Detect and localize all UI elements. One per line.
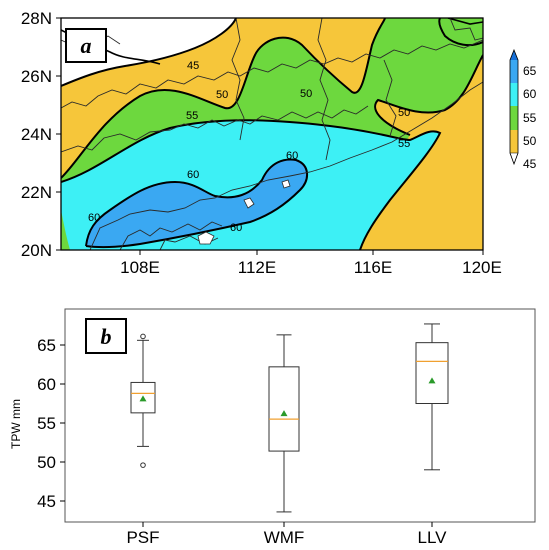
colorbar-segment: [510, 106, 518, 130]
colorbar-label: 50: [523, 134, 537, 148]
colorbar-label: 45: [523, 157, 537, 171]
panel-a-label-box: a: [65, 28, 107, 63]
islands: [197, 179, 291, 245]
lon-tick-label: 116E: [354, 258, 392, 277]
lon-tick-label: 120E: [462, 258, 502, 277]
contour-label: 55: [186, 110, 198, 122]
colorbar-segment: [510, 83, 518, 106]
outlier-point: [140, 462, 146, 468]
lat-tick-label: 26N: [21, 67, 52, 86]
y-tick-label: 65: [37, 336, 56, 355]
island: [197, 231, 215, 245]
map-panel: 45 50 50 50 55 55 60 60 60 60 a 20N 22N …: [21, 9, 537, 277]
lat-tick-label: 20N: [21, 241, 52, 260]
mean-marker: [139, 395, 147, 402]
x-tick-label: WMF: [264, 528, 305, 547]
y-tick-label: 50: [37, 453, 56, 472]
lon-axis: 108E 112E 116E 120E: [120, 250, 502, 277]
boxplot-x-axis: PSF WMF LLV: [126, 522, 447, 547]
lon-tick-label: 112E: [238, 258, 276, 277]
contour-label: 45: [187, 60, 199, 72]
island: [281, 179, 291, 189]
contour-label: 55: [398, 138, 410, 150]
x-tick-label: LLV: [418, 528, 448, 547]
colorbar-label: 55: [523, 111, 537, 125]
y-tick-label: 55: [37, 414, 56, 433]
coastline-borders: [61, 18, 483, 250]
lon-tick-label: 108E: [120, 258, 160, 277]
panel-label-frame: [65, 28, 107, 63]
contour-label: 60: [88, 212, 100, 224]
x-tick-label: PSF: [126, 528, 159, 547]
y-axis-title: TPW mm: [9, 399, 23, 449]
contour-label: 50: [300, 88, 312, 100]
colorbar-label: 65: [523, 64, 537, 78]
panel-label-frame: [85, 318, 127, 354]
y-tick-label: 60: [37, 375, 56, 394]
colorbar-segment: [510, 130, 518, 153]
panel-label-a: a: [81, 33, 92, 58]
contour-label: 60: [286, 150, 298, 162]
box-iqr: [268, 366, 300, 452]
band-60-65: [86, 159, 308, 248]
colorbar-segment: [510, 60, 518, 83]
mean-marker: [428, 377, 436, 384]
boxplot-frame: [64, 308, 536, 523]
boxplot-y-axis: 45 50 55 60 65 TPW mm: [9, 336, 65, 511]
colorbar-top-triangle: [510, 50, 518, 60]
panel-label-b: b: [101, 324, 112, 349]
contour-label: 50: [398, 107, 410, 119]
lat-axis: 20N 22N 24N 26N 28N: [21, 9, 61, 260]
map-fill: [61, 18, 483, 250]
contour-label: 60: [230, 222, 242, 234]
lat-tick-label: 24N: [21, 125, 52, 144]
contour-label: 50: [216, 89, 228, 101]
colorbar: 65 60 55 50 45: [509, 48, 537, 171]
colorbar-label: 60: [523, 87, 537, 101]
contour-label: 60: [187, 169, 199, 181]
lat-tick-label: 22N: [21, 183, 52, 202]
box-series: [130, 323, 449, 513]
contour-labels: 45 50 50 50 55 55 60 60 60 60: [88, 60, 410, 234]
box-iqr: [415, 342, 449, 405]
panel-b-label-box: b: [85, 318, 127, 354]
colorbar-bottom-triangle: [509, 152, 519, 165]
mean-marker: [280, 410, 288, 417]
y-tick-label: 45: [37, 492, 56, 511]
boxplot-panel: 45 50 55 60 65 TPW mm PSF WMF LLV b: [9, 308, 536, 547]
outlier-point: [140, 333, 146, 340]
lat-tick-label: 28N: [21, 9, 52, 28]
island: [243, 197, 255, 209]
